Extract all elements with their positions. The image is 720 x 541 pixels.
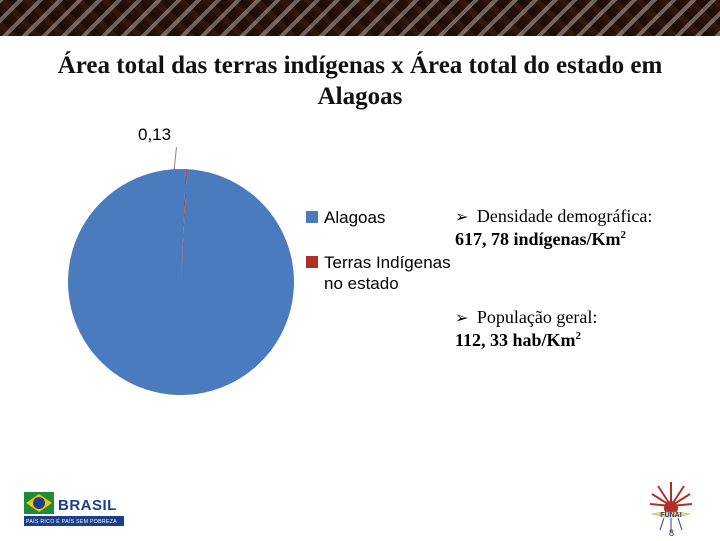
legend-swatch: [306, 256, 318, 268]
page-number: 8: [669, 528, 674, 538]
content-area: 0,13 Alagoas Terras Indígenas no estado …: [0, 119, 720, 509]
legend-item: Terras Indígenas no estado: [306, 252, 456, 295]
footer: BRASIL PAÍS RICO É PAÍS SEM POBREZA FUNA…: [0, 484, 720, 540]
decorative-top-border: [0, 0, 720, 36]
bullet-lead: População geral:: [477, 307, 597, 327]
bullet-arrow-icon: ➢: [455, 310, 468, 327]
legend-label: Terras Indígenas no estado: [324, 252, 456, 295]
pie-chart: 0,13: [56, 123, 316, 423]
pie-graphic: [66, 167, 296, 397]
chart-legend: Alagoas Terras Indígenas no estado: [306, 207, 456, 319]
brasil-gov-logo: BRASIL PAÍS RICO É PAÍS SEM POBREZA: [24, 490, 124, 532]
legend-swatch: [306, 211, 318, 223]
bullet-value: 617, 78 indígenas/Km2: [455, 229, 626, 249]
bullet-value: 112, 33 hab/Km2: [455, 330, 581, 350]
bullet-item: ➢ Densidade demográfica: 617, 78 indígen…: [455, 205, 690, 252]
svg-text:PAÍS RICO É PAÍS SEM POBREZA: PAÍS RICO É PAÍS SEM POBREZA: [26, 518, 117, 525]
bullet-item: ➢ População geral: 112, 33 hab/Km2: [455, 306, 690, 353]
slide-title: Área total das terras indígenas x Área t…: [40, 50, 680, 113]
bullet-lead: Densidade demográfica:: [477, 206, 652, 226]
svg-text:BRASIL: BRASIL: [58, 497, 117, 514]
info-bullets: ➢ Densidade demográfica: 617, 78 indígen…: [455, 205, 690, 407]
pie-slice-label: 0,13: [138, 125, 171, 145]
legend-item: Alagoas: [306, 207, 456, 228]
legend-label: Alagoas: [324, 207, 385, 228]
bullet-arrow-icon: ➢: [455, 209, 468, 226]
